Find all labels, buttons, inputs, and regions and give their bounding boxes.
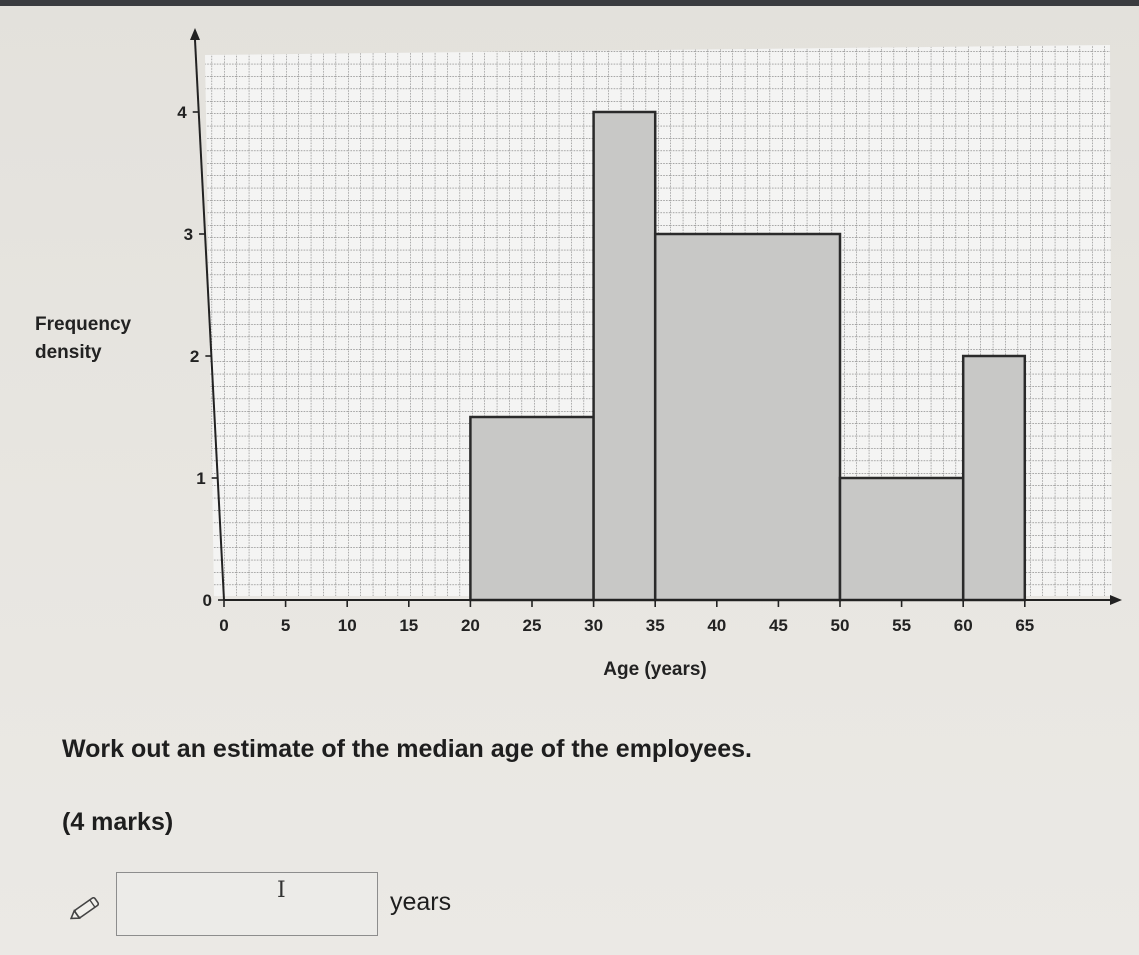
- y-axis-title-line-1: Frequency: [35, 314, 132, 335]
- x-tick-label: 60: [954, 616, 973, 635]
- answer-input[interactable]: I: [116, 872, 378, 936]
- axes-layer: [190, 28, 1122, 605]
- text-cursor-icon: I: [277, 878, 286, 903]
- histogram-bar-50-60: [838, 476, 965, 602]
- y-tick-label: 1: [196, 469, 205, 488]
- x-tick-label: 25: [523, 616, 542, 635]
- top-edge-bar: [0, 0, 1139, 6]
- y-tick-label: 2: [190, 347, 199, 366]
- x-tick-label: 50: [831, 616, 850, 635]
- ticks-layer: 0 5 10 15 20 25 30 35 40 45 50 55 60 65 0 1 2 3 4: [177, 103, 1034, 635]
- answer-row: I years: [70, 868, 500, 943]
- x-tick-label: 15: [399, 616, 418, 635]
- question-text: Work out an estimate of the median age o…: [62, 735, 752, 763]
- y-tick-label: 4: [177, 103, 187, 122]
- histogram-bar-20-30: [469, 415, 595, 602]
- y-tick-label: 0: [203, 591, 212, 610]
- x-tick-label: 0: [219, 616, 228, 635]
- y-axis-title-line-2: density: [35, 342, 102, 363]
- x-tick-label: 10: [338, 616, 357, 635]
- x-axis-title: Age (years): [603, 659, 707, 680]
- pencil-icon: [70, 896, 100, 920]
- x-axis-arrow-icon: [1110, 595, 1122, 605]
- marks-label: (4 marks): [62, 808, 174, 836]
- x-tick-label: 45: [769, 616, 788, 635]
- y-axis-arrow-icon: [190, 28, 200, 40]
- x-tick-label: 20: [461, 616, 480, 635]
- x-tick-label: 5: [281, 616, 290, 635]
- answer-unit-label: years: [390, 888, 452, 916]
- bars-layer: [469, 110, 1027, 602]
- histogram-bar-30-35: [592, 110, 657, 602]
- y-axis-line: [194, 39, 225, 601]
- x-tick-label: 35: [646, 616, 665, 635]
- histogram-bar-60-65: [961, 354, 1027, 602]
- x-tick-label: 40: [707, 616, 726, 635]
- y-tick-label: 3: [184, 225, 193, 244]
- x-tick-label: 55: [892, 616, 911, 635]
- histogram-chart: 0 5 10 15 20 25 30 35 40 45 50 55 60 65 0 1 2 3 4 Frequenc…: [35, 28, 1122, 680]
- x-tick-label: 30: [584, 616, 603, 635]
- x-tick-label: 65: [1015, 616, 1034, 635]
- histogram-bar-35-50: [653, 232, 842, 602]
